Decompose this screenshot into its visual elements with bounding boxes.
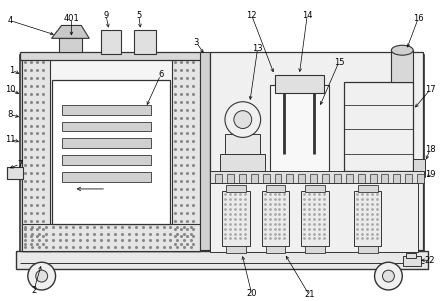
Bar	[215, 174, 222, 183]
Text: 5: 5	[136, 11, 141, 20]
Text: 4: 4	[8, 16, 12, 25]
Text: 8: 8	[7, 110, 13, 119]
Bar	[334, 174, 341, 183]
Bar	[200, 52, 210, 250]
Bar	[413, 159, 425, 177]
Text: 6: 6	[158, 70, 163, 79]
Bar	[305, 247, 325, 253]
Bar	[286, 174, 293, 183]
Text: 3: 3	[194, 38, 199, 47]
Text: 13: 13	[252, 44, 263, 53]
Circle shape	[225, 102, 261, 138]
Bar	[220, 154, 265, 174]
Text: 7: 7	[17, 160, 23, 169]
Text: 20: 20	[246, 290, 257, 298]
Bar	[266, 185, 285, 192]
Text: 401: 401	[63, 14, 79, 23]
Bar	[251, 174, 258, 183]
Bar	[274, 75, 324, 93]
Bar	[262, 174, 270, 183]
Text: 16: 16	[413, 14, 424, 23]
Bar	[369, 174, 377, 183]
Bar	[226, 185, 246, 192]
Bar	[346, 174, 353, 183]
Bar	[62, 172, 151, 182]
Bar	[322, 174, 329, 183]
Bar	[62, 155, 151, 165]
Bar	[405, 174, 412, 183]
Bar	[392, 50, 413, 82]
Bar	[22, 224, 200, 251]
Text: 17: 17	[425, 85, 436, 94]
Bar	[16, 251, 428, 269]
Text: 11: 11	[5, 135, 15, 144]
Bar	[305, 185, 325, 192]
Text: 22: 22	[425, 256, 435, 265]
Bar	[20, 52, 202, 60]
Bar	[227, 174, 234, 183]
Circle shape	[28, 262, 56, 290]
Bar	[210, 183, 418, 252]
Bar	[62, 105, 151, 115]
Text: 19: 19	[425, 169, 435, 178]
Text: 1: 1	[9, 66, 15, 75]
Circle shape	[36, 270, 48, 282]
Bar	[59, 38, 82, 52]
Text: 15: 15	[333, 57, 344, 67]
Text: 14: 14	[302, 11, 313, 20]
Bar	[274, 174, 281, 183]
Bar	[62, 138, 151, 148]
Bar	[52, 80, 170, 224]
Bar	[344, 82, 413, 171]
Text: 18: 18	[425, 145, 436, 154]
Bar	[262, 191, 289, 247]
Bar	[417, 174, 424, 183]
Text: 10: 10	[5, 85, 15, 94]
Bar	[310, 174, 317, 183]
Bar	[226, 247, 246, 253]
Circle shape	[375, 262, 402, 290]
Bar	[225, 135, 260, 154]
Text: 12: 12	[246, 11, 257, 20]
Bar	[298, 174, 305, 183]
Bar	[210, 171, 424, 183]
Bar	[358, 174, 365, 183]
Bar	[406, 253, 416, 258]
Bar	[7, 167, 23, 179]
Bar	[393, 174, 400, 183]
Bar	[358, 247, 377, 253]
Bar	[239, 174, 246, 183]
Circle shape	[382, 270, 394, 282]
Text: 2: 2	[31, 287, 36, 296]
Bar	[270, 85, 329, 174]
Ellipse shape	[392, 45, 413, 55]
Bar	[62, 122, 151, 132]
Bar	[354, 191, 381, 247]
Bar	[134, 30, 156, 54]
Bar	[266, 247, 285, 253]
Bar	[416, 177, 424, 183]
Bar	[381, 174, 388, 183]
Bar	[210, 52, 423, 250]
Circle shape	[234, 111, 252, 129]
Text: 9: 9	[103, 11, 109, 20]
Bar	[22, 57, 50, 251]
Bar	[358, 185, 377, 192]
Bar	[403, 256, 421, 266]
Bar	[301, 191, 329, 247]
Polygon shape	[52, 26, 89, 38]
Bar	[222, 191, 250, 247]
Bar	[172, 57, 200, 251]
Bar	[20, 55, 424, 263]
Text: 21: 21	[304, 290, 314, 299]
Bar	[22, 57, 200, 251]
Bar	[101, 30, 121, 54]
